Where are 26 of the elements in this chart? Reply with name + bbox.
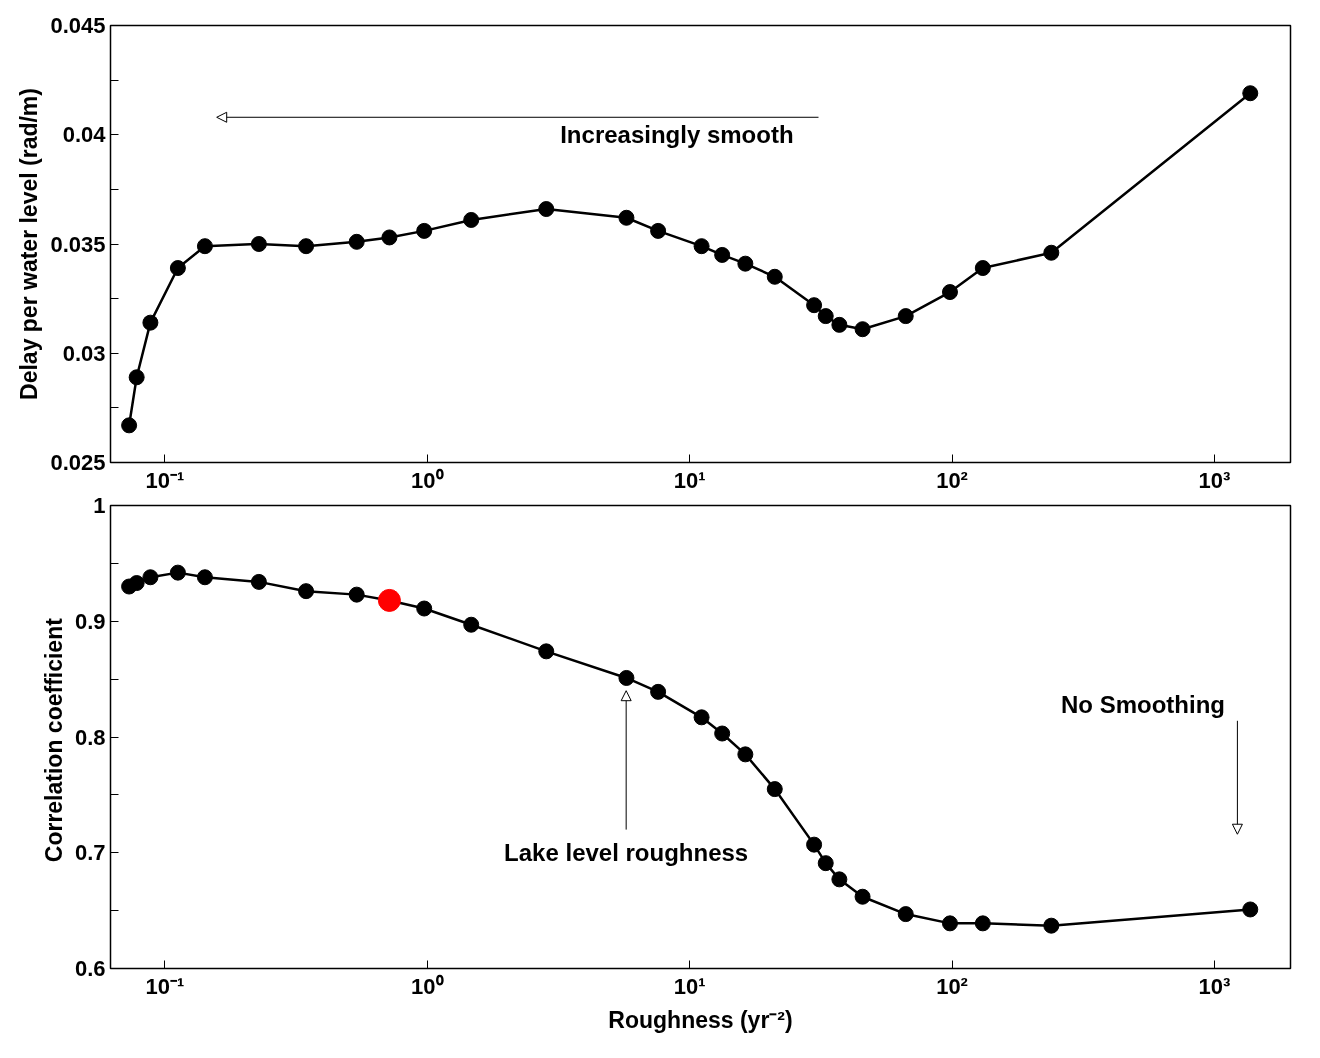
x-tick-label: 10³: [1198, 973, 1231, 999]
y-axis-title: Delay per water level (rad/m): [16, 88, 43, 400]
x-tick-label: 10⁰: [411, 973, 444, 999]
x-tick-label: 10⁻¹: [145, 973, 185, 999]
x-tick-label: 10¹: [673, 973, 706, 999]
x-axis-title: Roughness (yr⁻²): [608, 1006, 793, 1033]
annotation: Increasingly smooth: [560, 121, 794, 149]
y-tick-label: 0.8: [74, 724, 106, 750]
annotation: Lake level roughness: [504, 839, 749, 867]
y-tick-label: 0.03: [62, 340, 106, 366]
x-tick-label: 10⁻¹: [145, 467, 185, 493]
y-tick-label: 0.9: [74, 608, 106, 634]
y-tick-label: 1: [93, 493, 106, 518]
y-tick-label: 0.04: [62, 122, 107, 148]
y-tick-label: 0.025: [50, 450, 106, 475]
x-tick-label: 10⁰: [411, 467, 444, 493]
x-tick-label: 10²: [936, 467, 968, 493]
y-tick-label: 0.7: [74, 840, 106, 866]
x-tick-label: 10²: [936, 973, 968, 999]
y-tick-label: 0.035: [50, 231, 106, 257]
y-axis-title: Correlation coefficient: [40, 617, 67, 863]
y-tick-label: 0.045: [50, 13, 106, 38]
y-tick-label: 0.6: [74, 956, 106, 981]
annotation: No Smoothing: [1061, 691, 1225, 719]
x-tick-label: 10¹: [673, 467, 706, 493]
x-tick-label: 10³: [1198, 467, 1231, 493]
